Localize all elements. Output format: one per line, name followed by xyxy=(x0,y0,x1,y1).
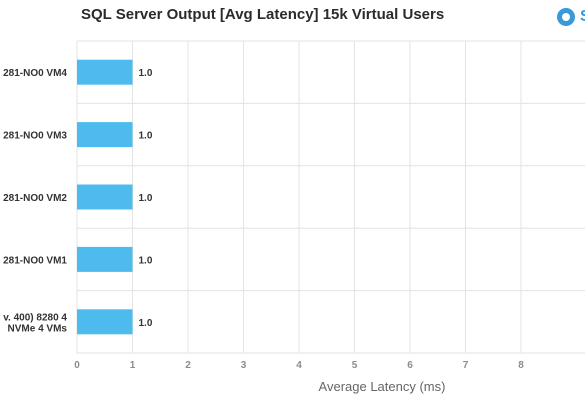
bar-1 xyxy=(77,122,133,148)
x-tick-label-0: 0 xyxy=(74,360,80,371)
x-axis-ticks: 0 1 2 3 4 5 6 7 8 xyxy=(74,360,524,371)
data-label-2: 1.0 xyxy=(139,193,153,204)
logo-text: S xyxy=(580,8,585,26)
category-label-2: 281-NO0 VM2 xyxy=(3,193,67,204)
x-tick-label-6: 6 xyxy=(407,360,413,371)
x-tick-label-1: 1 xyxy=(130,360,136,371)
grid-layer xyxy=(76,40,585,354)
x-tick-label-8: 8 xyxy=(518,360,524,371)
data-label-0: 1.0 xyxy=(139,68,153,79)
x-tick-label-3: 3 xyxy=(241,360,247,371)
bars-layer xyxy=(77,59,133,335)
category-label-1: 281-NO0 VM3 xyxy=(3,131,67,142)
bar-2 xyxy=(77,184,133,210)
x-tick-label-5: 5 xyxy=(352,360,358,371)
x-tick-label-7: 7 xyxy=(463,360,469,371)
data-label-4: 1.0 xyxy=(139,318,153,329)
category-label-0: 281-NO0 VM4 xyxy=(3,68,67,79)
bar-3 xyxy=(77,246,133,272)
x-tick-label-2: 2 xyxy=(185,360,191,371)
category-label-4-line-1: NVMe 4 VMs xyxy=(8,323,68,334)
labels-layer: 1.0 281-NO0 VM4 1.0 281-NO0 VM3 1.0 281-NO0 V… xyxy=(3,68,153,334)
storagereview-logo-icon xyxy=(557,8,575,26)
category-label-4-line-0: v. 400) 8280 4 xyxy=(3,312,67,323)
category-label-3: 281-NO0 VM1 xyxy=(3,255,67,266)
data-label-3: 1.0 xyxy=(139,255,153,266)
chart-title: SQL Server Output [Avg Latency] 15k Virt… xyxy=(81,6,445,23)
x-tick-label-4: 4 xyxy=(296,360,302,371)
bar-4 xyxy=(77,309,133,335)
x-axis-title: Average Latency (ms) xyxy=(319,379,446,394)
data-label-1: 1.0 xyxy=(139,131,153,142)
bar-0 xyxy=(77,59,133,85)
brand-logo: S xyxy=(557,8,585,26)
